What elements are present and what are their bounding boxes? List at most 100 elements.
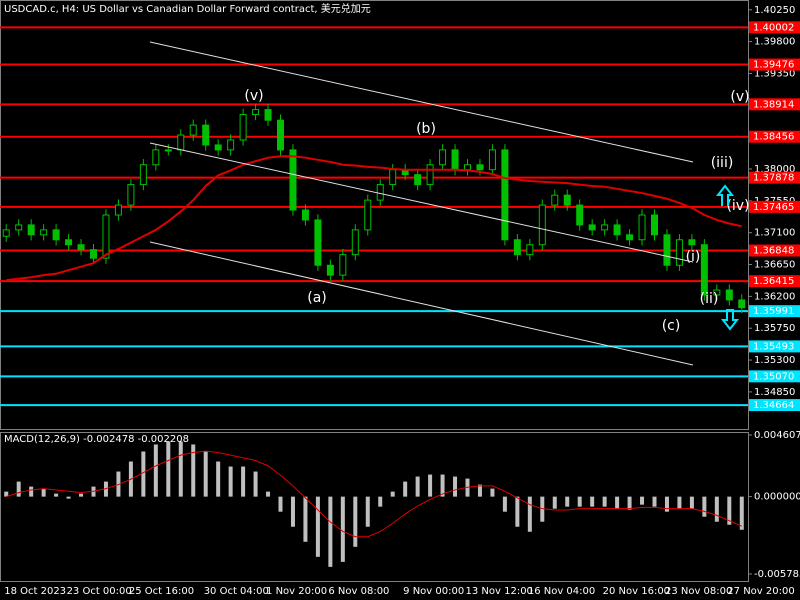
- wave-label: (v): [730, 89, 749, 105]
- x-tick-label: 13 Nov 12:00: [466, 586, 533, 597]
- macd-bar: [590, 496, 595, 507]
- level-tag: [749, 275, 800, 288]
- macd-bar: [739, 496, 744, 530]
- level-tag: [749, 244, 800, 257]
- macd-bar: [727, 496, 732, 525]
- candle-body: [152, 149, 160, 166]
- macd-bar: [689, 496, 694, 509]
- candle-body: [77, 244, 85, 251]
- macd-bar: [627, 496, 632, 510]
- level-label: 1.39476: [753, 60, 794, 71]
- macd-bar: [216, 461, 221, 497]
- channel-line: [149, 41, 694, 163]
- candle-body: [538, 204, 546, 246]
- macd-bar: [615, 496, 620, 509]
- candle-body: [301, 209, 309, 221]
- macd-bar: [54, 493, 59, 497]
- macd-bar: [16, 481, 21, 497]
- wave-label: (iii): [711, 155, 734, 171]
- macd-bar: [477, 484, 482, 497]
- y-tick-label: 1.34850: [754, 387, 795, 398]
- level-tag: [749, 171, 800, 184]
- down-arrow: [720, 309, 740, 331]
- macd-bar: [714, 496, 719, 522]
- candle-body: [90, 249, 97, 259]
- macd-bar: [552, 496, 557, 509]
- macd-bar: [502, 496, 507, 512]
- level-tag: [749, 399, 800, 412]
- level-tag: [749, 58, 800, 71]
- macd-bar: [241, 466, 246, 497]
- y-tick-label: 1.35750: [754, 323, 795, 334]
- candle-body: [526, 244, 534, 256]
- macd-bar: [328, 496, 333, 567]
- macd-bar: [228, 466, 233, 497]
- candle-body: [239, 114, 247, 141]
- level-label: 1.38914: [753, 99, 794, 110]
- level-tag: [749, 200, 800, 213]
- macd-bar: [515, 496, 520, 527]
- level-label: 1.36415: [753, 276, 794, 287]
- y-tick-label: 0.000000: [754, 492, 800, 503]
- candle-body: [277, 119, 284, 151]
- macd-bar: [340, 496, 345, 562]
- x-tick-label: 16 Nov 04:00: [528, 586, 595, 597]
- macd-bar: [664, 496, 669, 512]
- candle-body: [651, 214, 658, 236]
- macd-bar: [527, 496, 532, 532]
- candle-body: [27, 224, 35, 236]
- y-tick-label: 1.37100: [754, 228, 795, 239]
- macd-bar: [403, 481, 408, 497]
- level-tag: [749, 305, 800, 318]
- x-tick-label: 30 Oct 04:00: [204, 586, 269, 597]
- plot: 1.402501.398001.393501.389001.384501.380…: [0, 5, 800, 597]
- candle-body: [139, 164, 147, 186]
- macd-bar: [191, 444, 196, 497]
- candle-body: [563, 194, 571, 206]
- candle-body: [700, 244, 708, 296]
- macd-bar: [565, 496, 570, 507]
- y-tick-label: 1.36200: [754, 291, 795, 302]
- candle-body: [264, 109, 272, 121]
- candle-body: [426, 164, 434, 186]
- candle-body: [364, 199, 372, 231]
- macd-bar: [290, 496, 295, 527]
- macd-bar: [278, 496, 283, 512]
- candle-body: [663, 234, 671, 266]
- wave-label: (b): [416, 121, 436, 137]
- x-tick-label: 23 Oct 00:00: [67, 586, 132, 597]
- candle-body: [326, 264, 334, 276]
- level-tag: [749, 21, 800, 34]
- y-tick-label: 1.35300: [754, 355, 795, 366]
- level-tag: [749, 130, 800, 143]
- x-tick-label: 1 Nov 20:00: [266, 586, 327, 597]
- level-label: 1.35070: [753, 371, 794, 382]
- wave-label: (iv): [726, 198, 749, 214]
- macd-bar: [141, 451, 146, 497]
- wave-label: (i): [686, 249, 701, 265]
- level-tag: [749, 98, 800, 111]
- y-tick-label: 1.40250: [754, 5, 795, 16]
- y-tick-label: -0.005783: [754, 569, 800, 580]
- x-tick-label: 9 Nov 00:00: [403, 586, 464, 597]
- x-tick-label: 25 Oct 16:00: [129, 586, 194, 597]
- macd-bar: [490, 488, 495, 497]
- level-label: 1.40002: [753, 22, 794, 33]
- macd-bar: [677, 496, 682, 509]
- x-tick-label: 27 Nov 20:00: [727, 586, 794, 597]
- candle-body: [214, 144, 222, 151]
- candle-body: [252, 109, 260, 116]
- level-label: 1.36848: [753, 246, 794, 257]
- level-label: 1.38456: [753, 132, 794, 143]
- macd-bar: [166, 441, 171, 497]
- y-tick-label: 1.39350: [754, 68, 795, 79]
- wave-label: (a): [307, 290, 327, 306]
- candle-body: [713, 289, 721, 296]
- macd-bar: [577, 496, 582, 507]
- macd-bar: [440, 474, 445, 497]
- candle-body: [314, 219, 322, 266]
- candle-body: [675, 239, 683, 266]
- signal-line: [6, 450, 742, 538]
- candle-body: [389, 169, 397, 186]
